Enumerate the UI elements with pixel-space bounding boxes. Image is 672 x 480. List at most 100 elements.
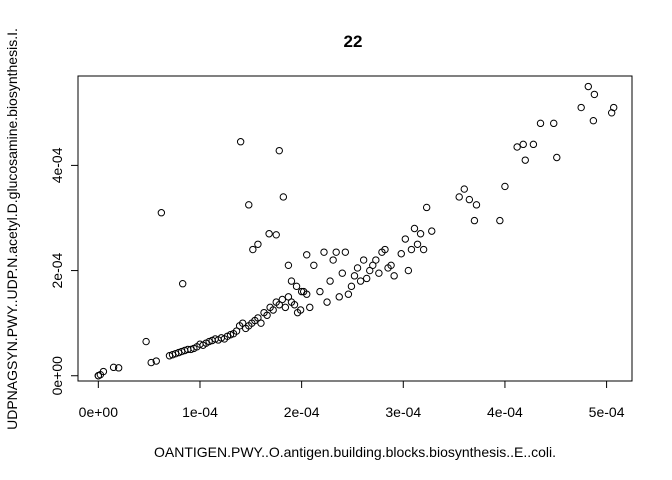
- data-point: [359, 256, 368, 264]
- data-point: [329, 256, 337, 264]
- data-point: [356, 277, 365, 285]
- data-point: [147, 358, 155, 367]
- data-point: [404, 266, 413, 275]
- data-point: [390, 272, 398, 280]
- data-point: [272, 231, 280, 239]
- x-axis-label: OANTIGEN.PWY..O.antigen.building.blocks.…: [154, 444, 556, 460]
- data-point: [316, 287, 324, 296]
- data-point: [257, 319, 265, 327]
- data-point: [275, 146, 283, 155]
- x-tick-label: 1e-04: [182, 404, 218, 420]
- data-point: [381, 245, 389, 254]
- chart-title: 22: [344, 32, 363, 51]
- data-point: [323, 298, 331, 306]
- data-point: [422, 203, 431, 212]
- data-point: [341, 248, 350, 256]
- data-point: [501, 182, 509, 191]
- x-tick-label: 2e-04: [284, 404, 320, 420]
- data-point: [306, 303, 314, 312]
- x-axis: 0e+00 1e-04 2e-04 3e-04 4e-04 5e-04: [79, 381, 625, 420]
- plot-frame: [77, 75, 633, 382]
- data-point: [245, 201, 253, 209]
- data-point: [553, 153, 561, 162]
- data-point: [249, 245, 257, 254]
- data-point: [332, 248, 340, 256]
- data-point: [416, 230, 425, 238]
- data-point: [297, 287, 306, 296]
- data-point: [350, 272, 359, 280]
- data-point: [455, 193, 463, 201]
- data-point: [347, 282, 356, 291]
- data-point: [496, 216, 504, 225]
- data-point: [372, 256, 380, 264]
- data-point: [610, 103, 618, 112]
- data-point: [226, 331, 235, 339]
- data-point: [179, 280, 187, 288]
- data-point: [465, 195, 474, 204]
- data-point: [397, 250, 405, 258]
- data-point: [401, 235, 410, 243]
- data-point: [472, 201, 481, 209]
- x-tick-label: 5e-04: [589, 404, 625, 420]
- data-point: [387, 261, 395, 270]
- data-point: [152, 357, 160, 365]
- data-point: [338, 269, 346, 277]
- data-point: [320, 248, 328, 256]
- y-axis-label: UDPNAGSYN.PWY..UDP.N.acetyl.D.glucosamin…: [4, 28, 20, 430]
- data-point: [292, 282, 301, 291]
- data-point: [428, 227, 436, 235]
- data-point: [344, 290, 353, 298]
- data-point: [577, 103, 585, 112]
- data-point: [590, 90, 599, 99]
- data-point: [265, 230, 273, 238]
- y-tick-label: 4e-04: [49, 147, 65, 183]
- data-point: [362, 274, 371, 283]
- data-point: [281, 303, 290, 312]
- data-point: [521, 156, 529, 164]
- data-point: [99, 367, 108, 376]
- data-point: [310, 261, 318, 270]
- data-point: [205, 337, 213, 346]
- data-point: [589, 116, 598, 125]
- data-point: [407, 245, 416, 254]
- data-point: [142, 337, 150, 346]
- data-point: [584, 82, 592, 91]
- data-point: [536, 119, 545, 128]
- data-point: [269, 306, 277, 314]
- x-tick-label: 4e-04: [487, 404, 523, 420]
- y-tick-label: 2e-04: [49, 252, 65, 288]
- data-point: [157, 209, 166, 217]
- data-point: [419, 245, 428, 254]
- data-point: [470, 216, 479, 225]
- data-point: [236, 138, 245, 146]
- data-point: [460, 185, 468, 193]
- data-point: [279, 193, 288, 201]
- y-axis: 0e+00 2e-04 4e-04: [49, 147, 78, 395]
- data-point: [254, 240, 262, 248]
- data-point: [513, 143, 521, 151]
- data-points: [94, 82, 618, 380]
- data-point: [114, 364, 123, 372]
- data-point: [550, 119, 558, 128]
- data-point: [109, 363, 118, 372]
- data-point: [290, 301, 299, 309]
- data-point: [529, 140, 538, 149]
- data-point: [335, 293, 343, 301]
- data-point: [353, 264, 362, 272]
- data-point: [519, 140, 527, 149]
- data-point: [410, 224, 419, 233]
- data-point: [296, 306, 305, 314]
- y-tick-label: 0e+00: [49, 356, 65, 396]
- x-tick-label: 0e+00: [79, 404, 119, 420]
- data-point: [287, 277, 296, 285]
- data-point: [263, 311, 271, 319]
- data-point: [187, 345, 195, 354]
- data-point: [278, 295, 287, 304]
- data-point: [303, 251, 311, 259]
- x-tick-label: 3e-04: [385, 404, 421, 420]
- data-point: [284, 261, 293, 270]
- data-point: [375, 269, 383, 277]
- data-point: [326, 277, 334, 285]
- data-point: [413, 240, 422, 248]
